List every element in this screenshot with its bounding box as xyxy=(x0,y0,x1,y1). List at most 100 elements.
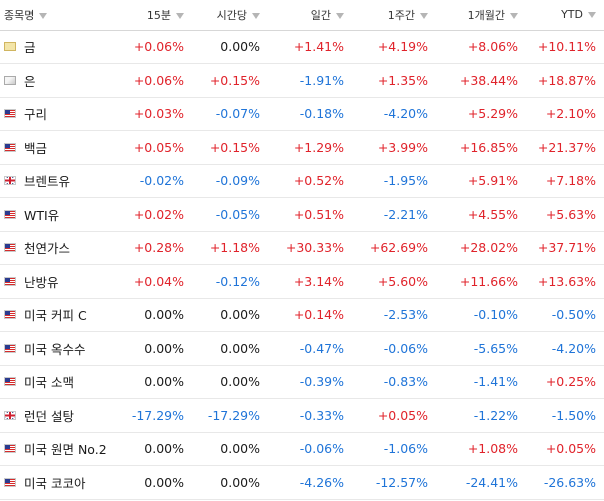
commodity-name-link[interactable]: 구리 xyxy=(24,107,48,123)
commodity-name-link[interactable]: WTI유 xyxy=(24,207,60,223)
change-monthly: +11.66% xyxy=(436,264,526,299)
sort-icon[interactable] xyxy=(420,12,428,19)
table-row: 런던 설탕 -17.29% -17.29% -0.33% +0.05% -1.2… xyxy=(0,398,604,433)
us-flag-icon xyxy=(4,310,16,320)
change-monthly: +38.44% xyxy=(436,63,526,98)
column-header-name[interactable]: 종목명 xyxy=(0,0,120,31)
change-daily: +0.51% xyxy=(268,197,352,232)
commodity-name-link[interactable]: 은 xyxy=(24,73,36,89)
commodity-name-link[interactable]: 천연가스 xyxy=(24,241,71,257)
change-hourly: -0.05% xyxy=(192,197,268,232)
column-header-label: 종목명 xyxy=(4,8,35,22)
sort-icon[interactable] xyxy=(252,12,260,19)
change-ytd: +10.11% xyxy=(526,30,604,64)
change-15min: 0.00% xyxy=(120,465,192,500)
change-ytd: +0.05% xyxy=(526,432,604,466)
name-cell: 미국 소맥 xyxy=(0,365,120,399)
change-hourly: 0.00% xyxy=(192,365,268,399)
name-cell: 런던 설탕 xyxy=(0,398,120,433)
name-cell: 구리 xyxy=(0,97,120,131)
change-weekly: -0.06% xyxy=(352,331,436,366)
column-header-monthly[interactable]: 1개월간 xyxy=(436,0,526,31)
change-weekly: +3.99% xyxy=(352,130,436,165)
sort-icon[interactable] xyxy=(39,12,48,19)
us-flag-icon xyxy=(4,343,16,353)
change-hourly: 0.00% xyxy=(192,465,268,500)
column-header-label: 일간 xyxy=(310,8,331,22)
column-header-daily[interactable]: 일간 xyxy=(268,0,352,31)
commodity-name-link[interactable]: 런던 설탕 xyxy=(24,408,74,424)
commodity-name-link[interactable]: 미국 코코아 xyxy=(24,475,86,491)
column-header-weekly[interactable]: 1주간 xyxy=(352,0,436,31)
commodity-name-link[interactable]: 난방유 xyxy=(24,274,59,290)
sort-icon[interactable] xyxy=(336,12,344,19)
change-weekly: +4.19% xyxy=(352,30,436,64)
change-15min: 0.00% xyxy=(120,331,192,366)
column-header-hourly[interactable]: 시간당 xyxy=(192,0,268,31)
change-weekly: -2.21% xyxy=(352,197,436,232)
column-header-label: 1개월간 xyxy=(467,8,505,22)
column-header-label: 15분 xyxy=(146,8,171,22)
change-ytd: +13.63% xyxy=(526,264,604,299)
change-hourly: 0.00% xyxy=(192,331,268,366)
us-flag-icon xyxy=(4,109,16,119)
us-flag-icon xyxy=(4,142,16,152)
change-hourly: 0.00% xyxy=(192,30,268,64)
commodity-name-link[interactable]: 미국 원면 No.2 xyxy=(24,442,107,458)
us-flag-icon xyxy=(4,444,16,454)
name-cell: 미국 코코아 xyxy=(0,465,120,500)
change-ytd: +5.63% xyxy=(526,197,604,232)
name-cell: 백금 xyxy=(0,130,120,165)
change-daily: +1.41% xyxy=(268,30,352,64)
name-cell: 은 xyxy=(0,63,120,98)
sort-icon[interactable] xyxy=(510,12,518,19)
sort-icon[interactable] xyxy=(588,12,596,19)
change-ytd: +18.87% xyxy=(526,63,604,98)
change-weekly: -12.57% xyxy=(352,465,436,500)
change-15min: +0.04% xyxy=(120,264,192,299)
table-row: 천연가스 +0.28% +1.18% +30.33% +62.69% +28.0… xyxy=(0,231,604,265)
name-cell: 천연가스 xyxy=(0,231,120,265)
change-weekly: +1.35% xyxy=(352,63,436,98)
gold-icon xyxy=(4,42,16,52)
change-15min: +0.02% xyxy=(120,197,192,232)
change-monthly: +8.06% xyxy=(436,30,526,64)
change-monthly: +16.85% xyxy=(436,130,526,165)
commodity-name-link[interactable]: 미국 소맥 xyxy=(24,375,74,391)
change-monthly: -5.65% xyxy=(436,331,526,366)
change-monthly: +5.29% xyxy=(436,97,526,131)
column-header-15min[interactable]: 15분 xyxy=(120,0,192,31)
commodity-name-link[interactable]: 백금 xyxy=(24,140,48,156)
uk-flag-icon xyxy=(4,410,16,420)
change-hourly: -0.12% xyxy=(192,264,268,299)
change-15min: 0.00% xyxy=(120,298,192,332)
name-cell: 금 xyxy=(0,30,120,64)
commodity-name-link[interactable]: 브렌트유 xyxy=(24,174,71,190)
change-15min: -17.29% xyxy=(120,398,192,433)
change-daily: -4.26% xyxy=(268,465,352,500)
change-ytd: +0.25% xyxy=(526,365,604,399)
table-row: 미국 커피 C 0.00% 0.00% +0.14% -2.53% -0.10%… xyxy=(0,298,604,332)
sort-icon[interactable] xyxy=(176,12,184,19)
commodity-name-link[interactable]: 미국 옥수수 xyxy=(24,341,86,357)
column-header-label: YTD xyxy=(561,8,583,22)
name-cell: 미국 옥수수 xyxy=(0,331,120,366)
change-monthly: -1.41% xyxy=(436,365,526,399)
table-row: 미국 원면 No.2 0.00% 0.00% -0.06% -1.06% +1.… xyxy=(0,432,604,466)
table-row: 미국 소맥 0.00% 0.00% -0.39% -0.83% -1.41% +… xyxy=(0,365,604,399)
change-daily: -0.47% xyxy=(268,331,352,366)
change-15min: +0.28% xyxy=(120,231,192,265)
table-row: 브렌트유 -0.02% -0.09% +0.52% -1.95% +5.91% … xyxy=(0,164,604,198)
name-cell: 미국 커피 C xyxy=(0,298,120,332)
change-weekly: +0.05% xyxy=(352,398,436,433)
name-cell: WTI유 xyxy=(0,197,120,232)
change-monthly: -0.10% xyxy=(436,298,526,332)
us-flag-icon xyxy=(4,276,16,286)
column-header-ytd[interactable]: YTD xyxy=(526,0,604,31)
commodity-name-link[interactable]: 미국 커피 C xyxy=(24,308,87,324)
change-ytd: -0.50% xyxy=(526,298,604,332)
table-header-row: 종목명 15분 시간당 일간 1주간 1개월간 YTD xyxy=(0,0,604,31)
change-daily: +0.52% xyxy=(268,164,352,198)
commodity-name-link[interactable]: 금 xyxy=(24,40,36,56)
